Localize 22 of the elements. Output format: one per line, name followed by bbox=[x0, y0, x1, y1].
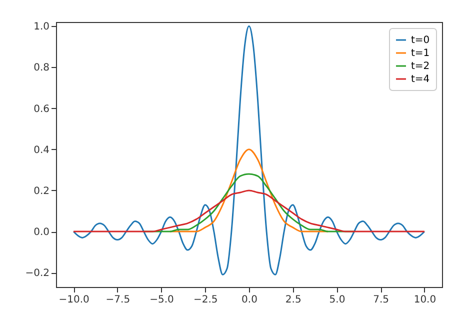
legend-label: t=1 bbox=[411, 48, 430, 59]
x-tick-label: 5.0 bbox=[329, 294, 346, 306]
x-tick-label: −10.0 bbox=[58, 294, 90, 306]
x-tick-label: 0.0 bbox=[242, 294, 258, 306]
y-tick-label: 0.2 bbox=[34, 186, 50, 197]
x-tick-label: 2.5 bbox=[285, 294, 302, 306]
legend-label: t=0 bbox=[411, 35, 430, 46]
y-tick-label: 1.0 bbox=[34, 22, 50, 33]
y-tick-label: 0.8 bbox=[34, 62, 50, 74]
y-tick-label: 0.6 bbox=[34, 104, 50, 115]
x-tick-label: 7.5 bbox=[373, 294, 390, 306]
line-series bbox=[169, 148, 329, 232]
x-tick-label: 10.0 bbox=[414, 294, 436, 306]
y-tick-label: −0.2 bbox=[25, 268, 50, 280]
legend-label: t=4 bbox=[411, 74, 430, 85]
legend-label: t=2 bbox=[411, 61, 430, 72]
line-series bbox=[72, 190, 426, 232]
x-tick-label: −5.0 bbox=[150, 294, 174, 306]
x-tick-label: −2.5 bbox=[193, 294, 218, 306]
y-tick-label: 0.0 bbox=[34, 227, 50, 238]
y-tick-label: 0.4 bbox=[34, 144, 50, 156]
x-tick-label: −7.5 bbox=[106, 294, 130, 306]
